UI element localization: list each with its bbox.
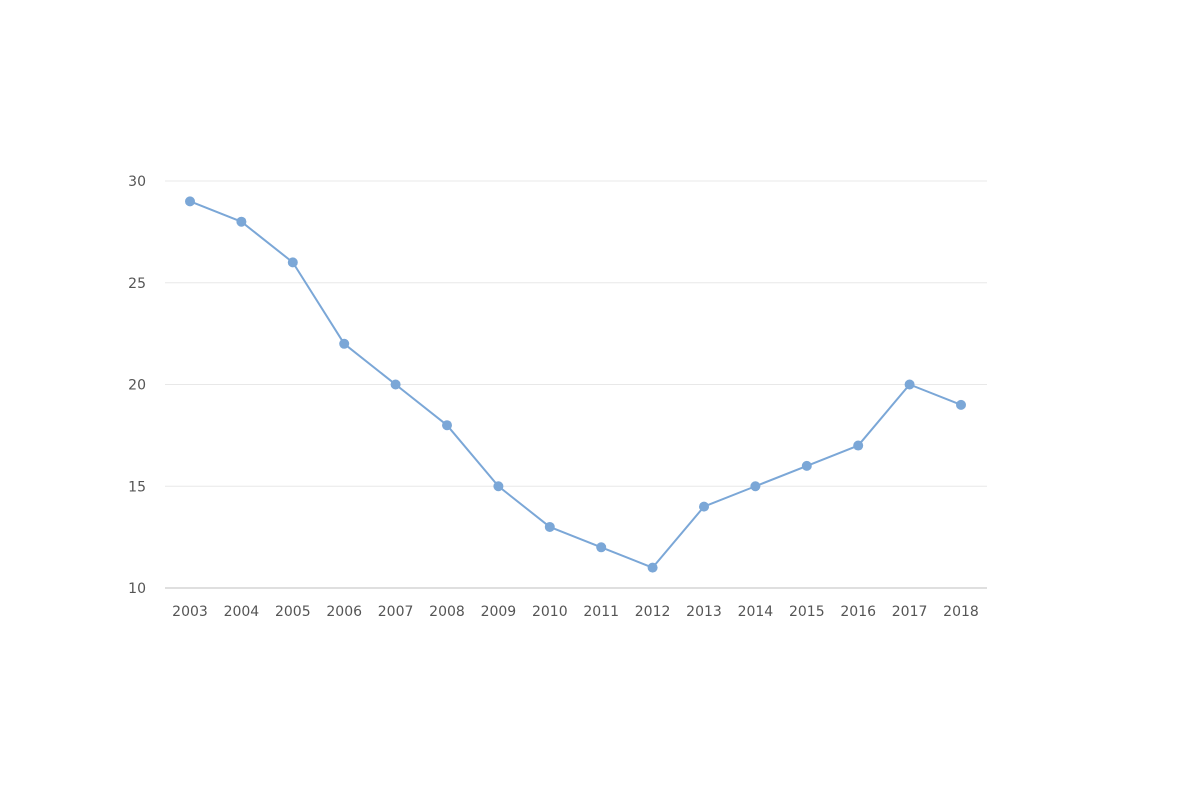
- x-tick-label: 2016: [840, 604, 876, 620]
- x-tick-label: 2013: [686, 604, 722, 620]
- data-point-2015[interactable]: [801, 460, 812, 471]
- x-tick-label: 2011: [583, 604, 619, 620]
- data-point-2009[interactable]: [493, 481, 504, 492]
- x-tick-label: 2006: [326, 604, 362, 620]
- y-tick-label: 15: [128, 479, 146, 495]
- y-axis-tick-labels: 10 15 20 25 30: [128, 174, 146, 597]
- x-tick-label: 2004: [224, 604, 260, 620]
- data-point-2006[interactable]: [339, 338, 350, 349]
- data-point-2013[interactable]: [699, 501, 709, 512]
- data-point-2003[interactable]: [185, 196, 195, 207]
- data-point-2007[interactable]: [390, 379, 401, 390]
- data-point-2012[interactable]: [647, 562, 658, 573]
- x-tick-label: 2009: [481, 604, 517, 620]
- x-axis-tick-labels: 2003 2004 2005 2006 2007 2008 2009 2010 2011 2012…: [172, 604, 979, 620]
- x-tick-label: 2014: [738, 604, 774, 620]
- y-tick-label: 20: [128, 378, 146, 394]
- x-tick-label: 2010: [532, 604, 568, 620]
- series-layer: [185, 196, 966, 573]
- y-tick-label: 10: [128, 581, 146, 597]
- data-point-2017[interactable]: [904, 379, 915, 390]
- data-point-2005[interactable]: [287, 257, 298, 268]
- data-point-2014[interactable]: [750, 481, 761, 492]
- y-tick-label: 25: [128, 276, 146, 292]
- series-line: [189, 200, 962, 569]
- x-tick-label: 2017: [892, 604, 928, 620]
- x-tick-label: 2005: [275, 604, 311, 620]
- x-tick-label: 2008: [429, 604, 465, 620]
- x-tick-label: 2007: [378, 604, 414, 620]
- data-point-2010[interactable]: [544, 521, 555, 532]
- x-tick-label: 2003: [172, 604, 208, 620]
- data-point-2004[interactable]: [236, 216, 247, 227]
- grid-lines: [165, 180, 987, 589]
- x-tick-label: 2012: [635, 604, 671, 620]
- data-point-2008[interactable]: [442, 420, 452, 431]
- y-tick-label: 30: [128, 174, 146, 190]
- x-tick-label: 2015: [789, 604, 825, 620]
- data-point-2018[interactable]: [956, 399, 966, 410]
- x-tick-label: 2018: [943, 604, 979, 620]
- data-point-2011[interactable]: [596, 542, 607, 553]
- data-point-2016[interactable]: [853, 440, 864, 451]
